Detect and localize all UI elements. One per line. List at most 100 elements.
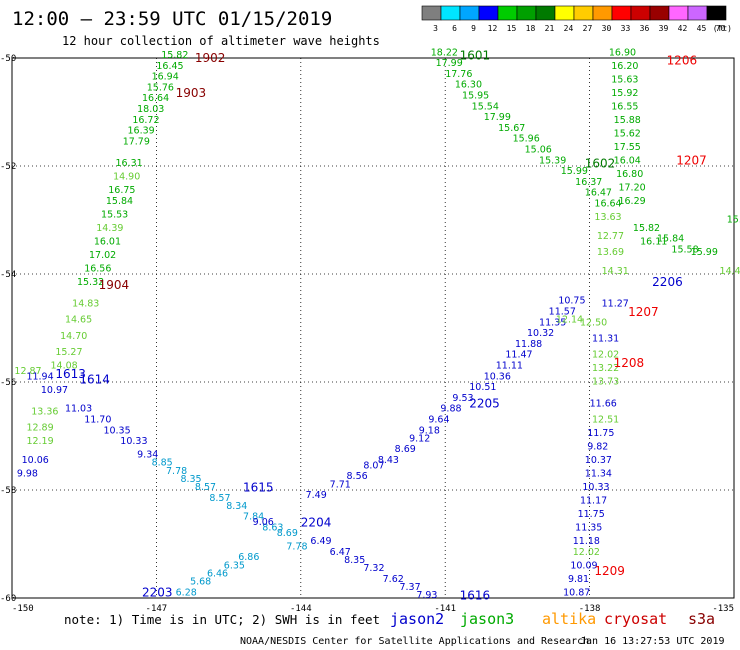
colorbar-swatch bbox=[706, 5, 727, 21]
wave-height-value: 14.90 bbox=[113, 172, 140, 183]
longitude-tick-label: -141 bbox=[434, 604, 456, 614]
wave-height-value: 8.57 bbox=[209, 493, 230, 504]
colorbar-swatch bbox=[478, 5, 499, 21]
wave-height-value: 14.65 bbox=[65, 315, 92, 326]
map-frame bbox=[11, 57, 735, 599]
wave-height-value: 16.01 bbox=[94, 236, 121, 247]
wave-height-value: 13.63 bbox=[594, 212, 621, 223]
latitude-tick-label: -52 bbox=[0, 162, 16, 172]
wave-height-value: 7.78 bbox=[286, 541, 307, 552]
wave-height-value: 10.97 bbox=[41, 385, 68, 396]
longitude-tick-label: -135 bbox=[712, 604, 734, 614]
wave-height-value: 15.84 bbox=[106, 196, 133, 207]
wave-height-value: 12.89 bbox=[26, 423, 53, 434]
wave-height-value: 11.34 bbox=[585, 469, 612, 480]
colorbar-swatch bbox=[630, 5, 651, 21]
wave-height-value: 10.51 bbox=[469, 382, 496, 393]
latitude-tick-label: -60 bbox=[0, 594, 16, 604]
wave-height-value: 16.56 bbox=[84, 263, 111, 274]
colorbar-label: 27 bbox=[583, 24, 593, 33]
wave-height-value: 15.96 bbox=[513, 134, 540, 145]
wave-height-value: 13.36 bbox=[31, 406, 58, 417]
colorbar-swatch bbox=[535, 5, 556, 21]
colorbar-label: 6 bbox=[452, 24, 457, 33]
pass-id-label: 2205 bbox=[469, 397, 500, 411]
wave-height-value: 10.75 bbox=[558, 296, 585, 307]
wave-height-value: 15.54 bbox=[472, 101, 499, 112]
colorbar-label: 33 bbox=[621, 24, 631, 33]
wave-height-value: 11.35 bbox=[575, 523, 602, 534]
wave-height-value: 13.69 bbox=[597, 247, 624, 258]
wave-height-value: 15.53 bbox=[101, 209, 128, 220]
wave-height-value: 13.22 bbox=[592, 363, 619, 374]
wave-height-value: 14.31 bbox=[602, 266, 629, 277]
colorbar-swatch bbox=[497, 5, 518, 21]
map-title: 12:00 — 23:59 UTC 01/15/2019 bbox=[12, 8, 332, 30]
color-scale-bar: 3 6 9 12 15 18 21 24 27 30 33 36 39 42 45 70(ft) bbox=[421, 5, 732, 33]
wave-height-value: 6.86 bbox=[238, 552, 259, 563]
wave-height-value: 16.20 bbox=[611, 61, 638, 72]
wave-height-value: 9.82 bbox=[587, 442, 608, 453]
wave-height-value: 7.78 bbox=[166, 466, 187, 477]
wave-height-value: 15.92 bbox=[611, 88, 638, 99]
wave-height-tracks: 15.8216.4516.9415.7616.6418.0316.7216.39… bbox=[14, 47, 740, 601]
wave-height-value: 16.55 bbox=[611, 101, 638, 112]
wave-height-value: 7.84 bbox=[243, 512, 264, 523]
wave-height-value: 11.31 bbox=[592, 334, 619, 345]
wave-height-value: 10.32 bbox=[527, 328, 554, 339]
longitude-tick-label: -144 bbox=[290, 604, 312, 614]
pass-id-label: 1614 bbox=[79, 372, 110, 386]
pass-id-label: 1209 bbox=[594, 564, 625, 578]
pass-id-label: 1903 bbox=[176, 86, 207, 100]
colorbar-swatch bbox=[421, 5, 442, 21]
wave-height-value: 11.75 bbox=[578, 509, 605, 520]
colorbar-swatch bbox=[687, 5, 708, 21]
wave-height-value: 9.12 bbox=[409, 433, 430, 444]
longitude-tick-label: -138 bbox=[579, 604, 601, 614]
wave-height-value: 16.47 bbox=[585, 188, 612, 199]
wave-height-value: 16.11 bbox=[640, 236, 667, 247]
wave-height-value: 13.73 bbox=[592, 377, 619, 388]
wave-height-value: 10.33 bbox=[582, 482, 609, 493]
wave-height-value: 14.39 bbox=[96, 223, 123, 234]
wave-height-value: 11.18 bbox=[573, 536, 600, 547]
colorbar-label: 12 bbox=[488, 24, 498, 33]
wave-height-value: 12.50 bbox=[580, 317, 607, 328]
wave-height-value: 11.03 bbox=[65, 404, 92, 415]
colorbar-label: 39 bbox=[659, 24, 669, 33]
colorbar-label: 70 bbox=[716, 24, 726, 33]
wave-height-value: 17.76 bbox=[445, 69, 472, 80]
wave-height-value: 11.47 bbox=[505, 350, 532, 361]
wave-height-value: 10.06 bbox=[22, 455, 49, 466]
wave-height-value: 16.37 bbox=[575, 177, 602, 188]
legend-jason2: jason2 bbox=[390, 610, 444, 628]
wave-height-value: 12.77 bbox=[597, 231, 624, 242]
latitude-tick-label: -50 bbox=[0, 54, 16, 64]
pass-id-label: 1601 bbox=[460, 48, 491, 62]
wave-height-value: 8.34 bbox=[226, 501, 247, 512]
pass-id-label: 1602 bbox=[585, 156, 616, 170]
legend-s3a: s3a bbox=[688, 610, 715, 628]
wave-height-value: 11.27 bbox=[602, 298, 629, 309]
wave-height-value: 17.99 bbox=[436, 58, 463, 69]
wave-height-value: 5.68 bbox=[190, 577, 211, 588]
wave-height-value: 7.37 bbox=[399, 582, 420, 593]
colorbar-label: 15 bbox=[507, 24, 517, 33]
wave-height-value: 18.22 bbox=[431, 47, 458, 58]
latitude-tick-label: -56 bbox=[0, 378, 16, 388]
wave-height-value: 9.64 bbox=[428, 415, 449, 426]
wave-height-value: 12.02 bbox=[592, 350, 619, 361]
wave-height-value: 15.84 bbox=[657, 234, 684, 245]
wave-height-value: 11.70 bbox=[84, 415, 111, 426]
wave-height-value: 6.28 bbox=[176, 587, 197, 598]
map-gridlines bbox=[12, 58, 734, 598]
wave-height-value: 16.31 bbox=[115, 158, 142, 169]
colorbar-label: 18 bbox=[526, 24, 536, 33]
wave-height-value: 10.09 bbox=[570, 560, 597, 571]
wave-height-value: 10.33 bbox=[120, 436, 147, 447]
wave-height-value: 16.75 bbox=[108, 185, 135, 196]
wave-height-value: 16.72 bbox=[132, 115, 159, 126]
wave-height-value: 8.69 bbox=[277, 528, 298, 539]
wave-height-value: 9.81 bbox=[568, 574, 589, 585]
